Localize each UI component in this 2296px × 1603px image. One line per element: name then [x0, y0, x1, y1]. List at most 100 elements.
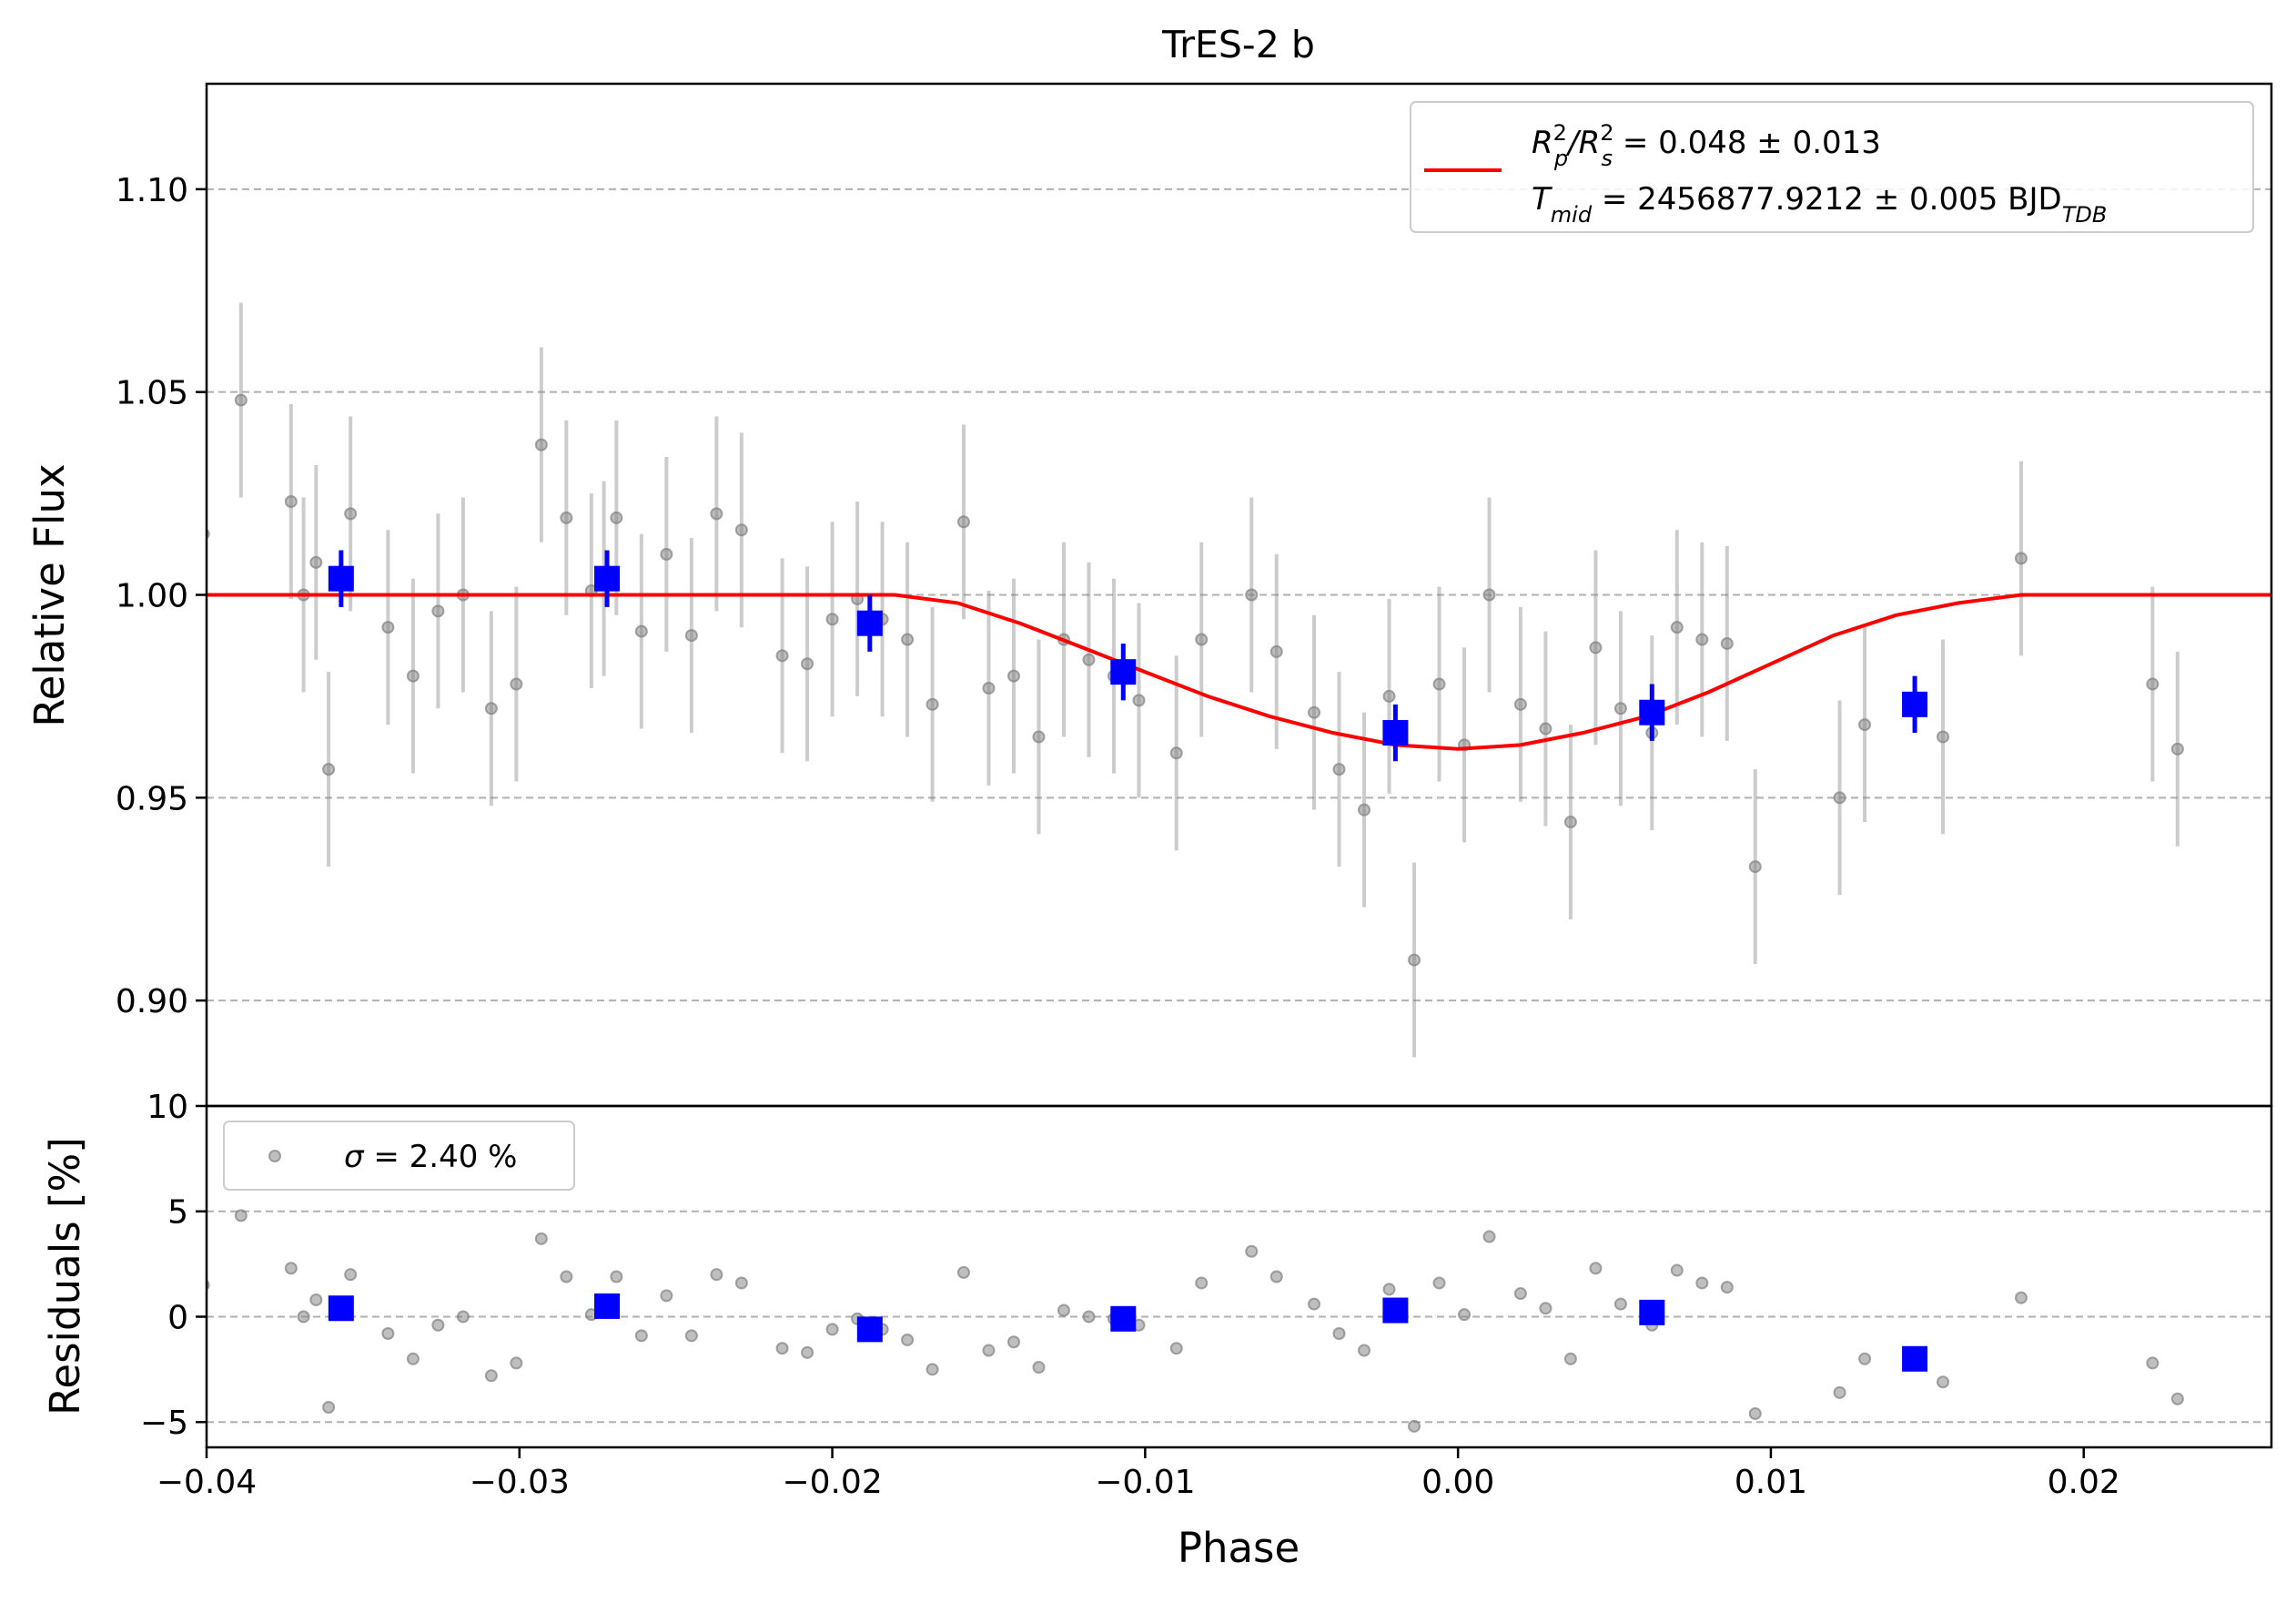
residual-point [1332, 1327, 1346, 1340]
residual-point [534, 1232, 548, 1245]
data-point [1833, 791, 1846, 805]
data-point [901, 633, 915, 646]
data-point [560, 511, 573, 524]
residual-point [560, 1270, 573, 1283]
data-point [684, 629, 698, 643]
residual-point [1670, 1263, 1684, 1277]
main-data-points [207, 220, 2283, 967]
chart-title: TrES-2 b [1161, 23, 1315, 66]
data-point [1269, 644, 1283, 658]
residual-point [660, 1289, 673, 1303]
residual-point [1833, 1385, 1846, 1399]
x-tick-label: −0.04 [157, 1464, 257, 1501]
residuals-y-tick-label: 0 [167, 1299, 188, 1336]
residual-point [2272, 1111, 2283, 1122]
residual-point [322, 1401, 336, 1415]
residual-point [1269, 1270, 1283, 1283]
residual-point [510, 1356, 523, 1370]
residual-point [381, 1327, 395, 1340]
data-point [634, 624, 648, 638]
data-point [2170, 742, 2184, 756]
data-point [660, 547, 673, 561]
data-point [309, 555, 323, 569]
residual-point [1513, 1287, 1527, 1301]
data-point [1482, 588, 1496, 602]
main-y-tick-label: 1.10 [116, 172, 188, 209]
residual-point [284, 1262, 298, 1275]
data-point [734, 523, 748, 537]
residual-point [1057, 1304, 1070, 1317]
data-point [1169, 746, 1183, 760]
data-point [710, 507, 723, 521]
binned-point [1110, 659, 1137, 685]
residual-point [634, 1329, 648, 1343]
data-point [1670, 621, 1684, 634]
residual-point [1032, 1361, 1046, 1375]
residual-point [1408, 1419, 1421, 1433]
data-point [1132, 694, 1146, 707]
legend-data-marker [268, 1150, 281, 1162]
residual-point [1695, 1276, 1709, 1290]
residual-point [1458, 1308, 1472, 1322]
residual-binned-point [1902, 1345, 1928, 1372]
data-point [1563, 816, 1577, 829]
main-y-tick-label: 0.95 [116, 780, 188, 817]
residual-point [775, 1342, 789, 1355]
main-legend-box [1410, 101, 2254, 233]
x-tick-label: 0.02 [2048, 1464, 2120, 1501]
main-data-errorbars [238, 302, 2180, 1058]
residual-point [1613, 1297, 1627, 1311]
binned-point [1382, 720, 1409, 746]
data-point [381, 621, 395, 634]
main-legend: R2 p/R2 s = 0.048 ± 0.013 Tmid = 2456877.9… [1410, 101, 2254, 233]
residual-point [610, 1270, 623, 1283]
residual-binned-point [1110, 1305, 1137, 1332]
data-point [1858, 718, 1872, 732]
residual-point [2146, 1356, 2159, 1370]
residuals-x-ticks: −0.04 −0.03 −0.02 −0.01 0.00 0.01 0.02 [157, 1447, 2120, 1501]
data-point [2272, 220, 2283, 231]
residual-point [344, 1268, 358, 1282]
main-y-tick-label: 0.90 [116, 983, 188, 1020]
residual-binned-point [1382, 1297, 1409, 1324]
main-y-tick-label: 1.05 [116, 375, 188, 412]
residual-point [1482, 1230, 1496, 1243]
residual-point [1563, 1352, 1577, 1365]
residual-point [484, 1369, 498, 1383]
data-point [484, 702, 498, 715]
residual-point [825, 1323, 839, 1336]
residual-point [956, 1265, 970, 1279]
transit-model-line [207, 593, 2271, 751]
data-point [1408, 953, 1421, 967]
main-y-axis-label: Relative Flux [25, 463, 74, 726]
residual-point [1432, 1276, 1446, 1290]
data-point [510, 677, 523, 691]
residual-point [1539, 1302, 1553, 1315]
data-point [1308, 705, 1321, 719]
residual-binned-point [856, 1316, 883, 1343]
residual-point [801, 1345, 814, 1359]
legend-model-line1: R2 p/R2 s = 0.048 ± 0.013 [1532, 120, 1881, 171]
data-point [1613, 702, 1627, 715]
residual-point [234, 1209, 248, 1223]
data-point [344, 507, 358, 521]
residual-point [1382, 1283, 1396, 1296]
residual-point [406, 1352, 420, 1365]
data-point [1539, 722, 1553, 736]
residual-point [2170, 1392, 2184, 1405]
residuals-axes-frame [205, 1104, 2273, 1449]
residual-point [710, 1268, 723, 1282]
residual-point [925, 1363, 939, 1376]
residual-point [684, 1329, 698, 1343]
residual-point [1308, 1297, 1321, 1311]
residuals-gridlines [207, 1210, 2271, 1424]
residuals-y-ticks: −5 0 5 10 [140, 1089, 207, 1442]
legend-model-line2: Tmid = 2456877.9212 ± 0.005 BJDTDB [1532, 181, 2107, 228]
residual-point [309, 1293, 323, 1306]
data-point [925, 697, 939, 711]
x-tick-label: −0.01 [1095, 1464, 1195, 1501]
residual-point [1082, 1310, 1096, 1324]
residual-point [901, 1333, 915, 1346]
residuals-legend: σ = 2.40 % [223, 1121, 575, 1191]
data-point [1382, 689, 1396, 703]
